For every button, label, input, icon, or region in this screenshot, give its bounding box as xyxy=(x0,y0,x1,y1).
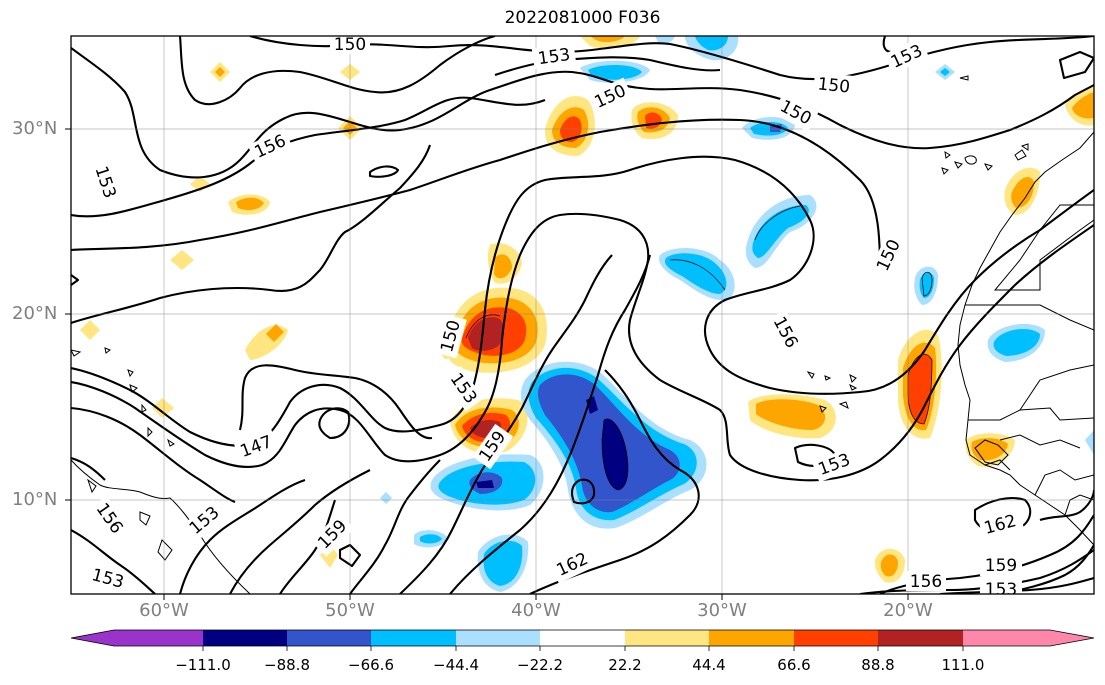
graticule xyxy=(71,36,1094,594)
contour-label: 153 xyxy=(985,580,1017,600)
contour-label: 156 xyxy=(910,572,942,592)
lon-label-30w: 30°W xyxy=(697,600,747,621)
colorbar-tick-label: 66.6 xyxy=(777,656,811,674)
colorbar-tick-label: 22.2 xyxy=(608,656,642,674)
colorbar-tick-label: −22.2 xyxy=(517,656,563,674)
colorbar-tick-label: −88.8 xyxy=(264,656,310,674)
axis-ticks xyxy=(65,128,909,600)
height-contours xyxy=(71,36,1094,594)
map-title: 2022081000 F036 xyxy=(504,8,661,28)
colorbar-tick-label: −111.0 xyxy=(175,656,231,674)
lon-label-50w: 50°W xyxy=(325,600,375,621)
coastlines xyxy=(71,75,1094,594)
colorbar xyxy=(70,629,1095,651)
colorbar-extend-high xyxy=(1050,630,1094,646)
lat-label-20n: 20°N xyxy=(12,303,58,324)
lat-label-10n: 10°N xyxy=(12,489,58,510)
colorbar-tick-label: −66.6 xyxy=(348,656,394,674)
contour-label: 153 xyxy=(537,45,572,69)
positive-anomaly-fills xyxy=(80,36,1094,583)
negative-anomaly-fills xyxy=(380,36,1094,592)
contour-label: 150 xyxy=(817,74,851,97)
contour-label: 159 xyxy=(985,556,1017,576)
colorbar-tick-label: 44.4 xyxy=(692,656,726,674)
lon-label-40w: 40°W xyxy=(511,600,561,621)
anomaly-outlines xyxy=(465,205,933,491)
lon-label-60w: 60°W xyxy=(139,600,189,621)
colorbar-tick-label: 88.8 xyxy=(861,656,895,674)
contour-label: 150 xyxy=(334,35,366,55)
lat-label-30n: 30°N xyxy=(12,118,58,139)
colorbar-tick-label: −44.4 xyxy=(433,656,479,674)
map-frame xyxy=(70,35,1095,595)
lon-label-20w: 20°W xyxy=(883,600,933,621)
colorbar-tick-label: 111.0 xyxy=(941,656,985,674)
